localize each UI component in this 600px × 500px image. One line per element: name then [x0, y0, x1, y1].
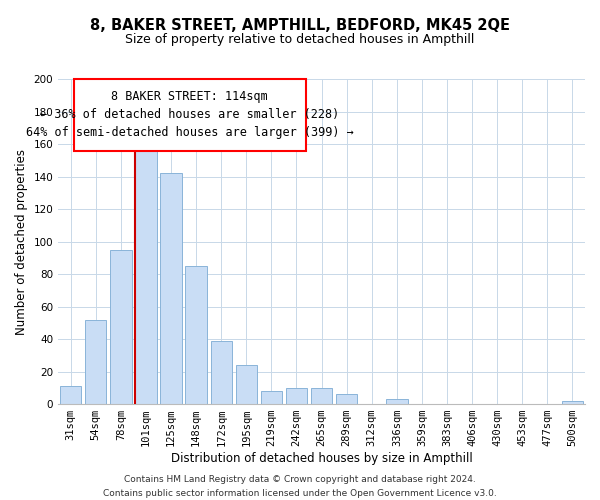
Bar	[160, 174, 182, 404]
Bar	[85, 320, 106, 404]
Bar	[286, 388, 307, 404]
Bar	[136, 149, 157, 404]
Text: 8 BAKER STREET: 114sqm
← 36% of detached houses are smaller (228)
64% of semi-de: 8 BAKER STREET: 114sqm ← 36% of detached…	[26, 90, 354, 140]
Bar	[311, 388, 332, 404]
Bar	[386, 399, 407, 404]
X-axis label: Distribution of detached houses by size in Ampthill: Distribution of detached houses by size …	[171, 452, 472, 465]
Bar	[562, 401, 583, 404]
Text: Contains HM Land Registry data © Crown copyright and database right 2024.
Contai: Contains HM Land Registry data © Crown c…	[103, 476, 497, 498]
Bar	[211, 340, 232, 404]
Text: 8, BAKER STREET, AMPTHILL, BEDFORD, MK45 2QE: 8, BAKER STREET, AMPTHILL, BEDFORD, MK45…	[90, 18, 510, 32]
Text: Size of property relative to detached houses in Ampthill: Size of property relative to detached ho…	[125, 32, 475, 46]
Y-axis label: Number of detached properties: Number of detached properties	[15, 148, 28, 334]
Bar	[336, 394, 358, 404]
Bar	[60, 386, 82, 404]
Bar	[185, 266, 207, 404]
Bar	[236, 365, 257, 404]
Bar	[110, 250, 131, 404]
Bar	[261, 391, 282, 404]
